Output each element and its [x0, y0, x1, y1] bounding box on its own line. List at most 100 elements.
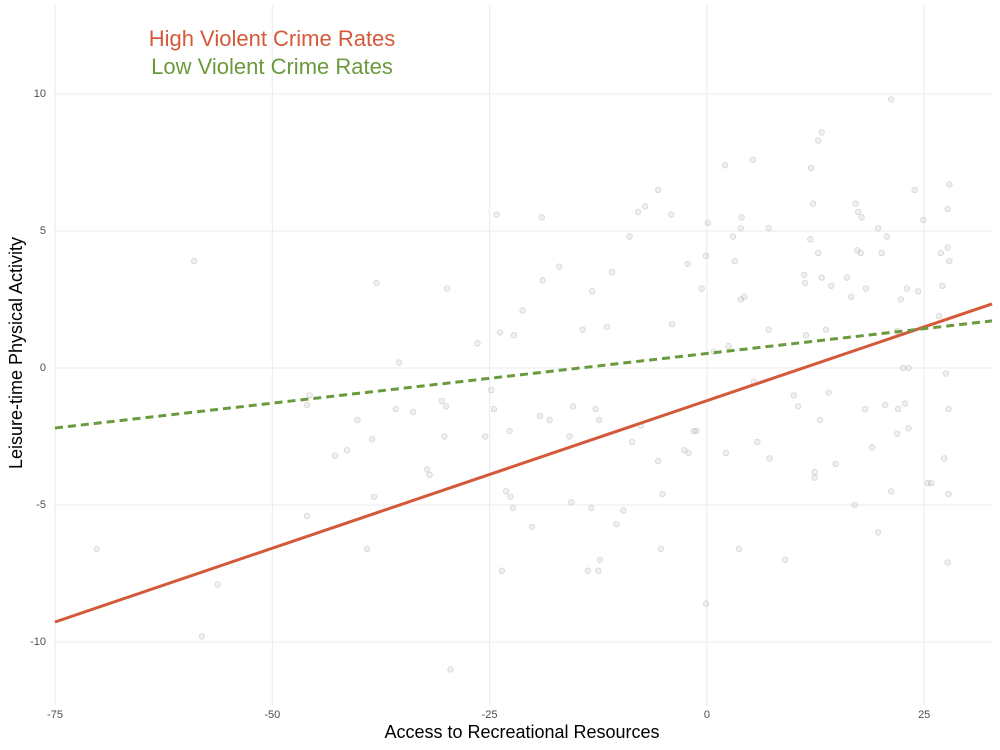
point: [911, 186, 918, 194]
point: [811, 474, 818, 481]
point: [832, 460, 839, 468]
point: [883, 233, 891, 240]
point: [579, 326, 586, 333]
point: [474, 340, 481, 347]
point: [903, 285, 911, 292]
point: [854, 208, 862, 216]
point: [851, 501, 858, 509]
y-tick-label: -5: [36, 499, 46, 511]
point: [802, 331, 810, 339]
point: [510, 331, 518, 339]
point: [894, 430, 901, 437]
point: [737, 225, 745, 232]
point: [626, 233, 633, 240]
point: [827, 282, 835, 290]
point: [946, 257, 953, 265]
point: [944, 559, 951, 566]
point: [369, 436, 376, 443]
point: [392, 405, 399, 413]
point: [426, 471, 433, 479]
point: [668, 320, 676, 328]
point: [731, 257, 738, 265]
point: [363, 545, 371, 553]
point: [509, 504, 517, 511]
point: [668, 211, 675, 218]
point: [901, 400, 909, 407]
point: [825, 389, 832, 396]
point: [303, 512, 311, 520]
point: [566, 433, 573, 440]
point: [343, 447, 351, 454]
point: [569, 403, 577, 410]
point: [741, 293, 748, 300]
point: [681, 447, 688, 454]
point: [735, 545, 743, 553]
point: [905, 425, 912, 432]
point: [854, 247, 861, 254]
point: [628, 438, 636, 446]
point: [765, 225, 772, 232]
point: [409, 408, 417, 416]
y-axis-title: Leisure-time Physical Activity: [6, 237, 26, 469]
point: [519, 307, 526, 314]
point: [868, 444, 876, 451]
point: [897, 296, 904, 303]
point: [331, 452, 339, 459]
point: [722, 449, 730, 457]
point: [373, 279, 380, 287]
point: [794, 403, 802, 410]
point: [881, 401, 889, 409]
point: [939, 282, 946, 290]
point: [595, 416, 603, 424]
x-tick-label: -25: [482, 709, 498, 721]
point: [808, 164, 815, 172]
point: [862, 285, 870, 292]
point: [807, 236, 814, 243]
point: [659, 490, 666, 498]
point: [620, 507, 627, 514]
point: [303, 401, 311, 409]
point: [878, 249, 885, 257]
point: [370, 493, 378, 500]
point: [693, 427, 700, 435]
point: [690, 427, 698, 435]
point: [811, 468, 818, 476]
trend-line: [54, 319, 993, 430]
point: [814, 137, 822, 144]
point: [935, 312, 943, 320]
point: [874, 225, 882, 232]
point: [937, 249, 944, 257]
point: [482, 433, 489, 440]
point: [536, 412, 544, 420]
point: [738, 214, 745, 221]
point: [822, 326, 830, 333]
point: [858, 214, 865, 221]
point: [944, 205, 951, 213]
point: [93, 545, 100, 553]
point: [801, 271, 808, 279]
point: [438, 397, 445, 405]
point: [737, 296, 745, 303]
point: [507, 493, 514, 500]
point: [608, 268, 616, 276]
point: [539, 277, 546, 284]
point: [657, 545, 665, 553]
point: [847, 293, 855, 300]
point: [442, 403, 450, 410]
y-tick-label: 10: [34, 88, 46, 100]
x-tick-label: -50: [264, 709, 280, 721]
point: [816, 416, 824, 424]
point: [641, 203, 649, 210]
point: [490, 405, 498, 413]
point: [927, 479, 935, 487]
point: [914, 288, 922, 295]
point: [857, 249, 864, 257]
point: [704, 219, 711, 227]
point: [809, 200, 817, 207]
point: [546, 416, 553, 424]
trend-line: [54, 302, 993, 624]
point: [940, 455, 948, 462]
point: [502, 488, 510, 495]
point: [588, 288, 596, 295]
